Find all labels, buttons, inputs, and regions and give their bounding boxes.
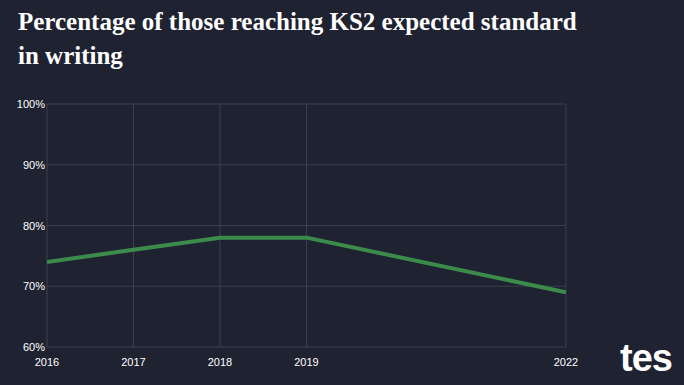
series-group <box>47 238 566 293</box>
y-tick-label: 90% <box>23 159 45 171</box>
x-tick-label: 2019 <box>294 356 318 368</box>
data-line <box>47 238 566 293</box>
x-grid-line <box>47 104 48 347</box>
x-tick-label: 2022 <box>554 356 578 368</box>
chart: Percentage of those reaching KS2 expecte… <box>0 0 684 385</box>
x-tick-label: 2018 <box>208 356 232 368</box>
x-tick-label: 2016 <box>35 356 59 368</box>
x-grid-line <box>220 104 221 347</box>
y-tick-label: 100% <box>17 98 45 110</box>
y-tick-label: 80% <box>23 220 45 232</box>
y-tick-label: 70% <box>23 280 45 292</box>
y-tick-label: 60% <box>23 341 45 353</box>
x-tick-label: 2017 <box>121 356 145 368</box>
title: Percentage of those reaching KS2 expecte… <box>18 5 578 73</box>
x-grid-line <box>566 104 567 347</box>
plot: 60% 70% 80% 90% 100% 2016 2017 2018 2019 2022 tes <box>0 0 684 385</box>
x-grid-line <box>306 104 307 347</box>
logo: tes <box>620 337 672 379</box>
x-grid-line <box>133 104 134 347</box>
